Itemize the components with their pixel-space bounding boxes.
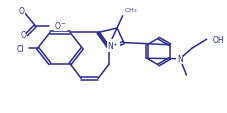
Text: N: N	[177, 55, 183, 64]
Text: CH$_3$: CH$_3$	[124, 6, 138, 15]
Text: Cl: Cl	[17, 44, 24, 53]
Text: N$^{+}$: N$^{+}$	[107, 40, 119, 52]
Text: O: O	[20, 31, 26, 40]
Text: O: O	[19, 7, 25, 15]
Text: OH: OH	[212, 35, 224, 44]
Text: O$^{-}$: O$^{-}$	[54, 20, 67, 31]
